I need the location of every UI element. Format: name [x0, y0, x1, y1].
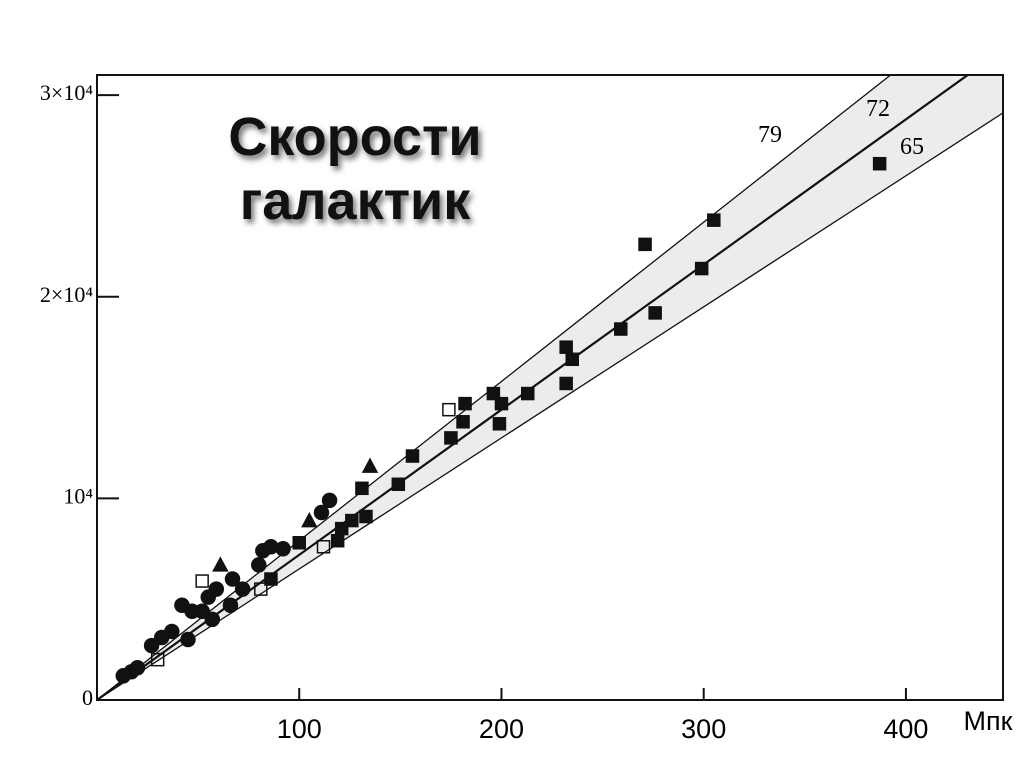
x-axis-label: Мпк	[964, 706, 1013, 736]
data-point	[224, 571, 241, 587]
data-point	[321, 492, 338, 509]
data-point	[330, 533, 345, 548]
data-point	[565, 352, 579, 367]
data-point	[521, 386, 535, 401]
y-tick-label: 10⁴	[63, 483, 93, 508]
data-point	[255, 543, 271, 559]
x-tick-label: 300	[681, 714, 726, 744]
data-point	[444, 431, 458, 445]
data-point	[234, 581, 251, 597]
data-point	[275, 541, 291, 557]
data-point	[694, 261, 709, 276]
data-point	[212, 556, 229, 572]
hubble-line-label: 72	[866, 96, 890, 122]
data-point	[150, 652, 165, 667]
hubble-line-label: 79	[758, 122, 782, 148]
data-point	[391, 477, 406, 492]
chart-title: Скорости галактик	[228, 107, 482, 231]
data-point	[301, 511, 318, 528]
data-point	[456, 415, 470, 429]
y-tick-label: 3×10⁴	[40, 80, 93, 105]
data-point	[614, 322, 628, 336]
data-point	[251, 557, 267, 573]
data-point	[559, 340, 573, 354]
data-point	[313, 504, 330, 521]
y-tick-label: 2×10⁴	[40, 282, 93, 307]
data-point	[458, 396, 472, 411]
data-point	[200, 589, 216, 605]
plot-area	[97, 75, 1003, 700]
x-tick-label: 400	[883, 714, 928, 744]
data-point	[254, 582, 268, 596]
data-point	[492, 417, 507, 431]
data-point	[153, 629, 170, 646]
data-point	[292, 535, 306, 550]
data-point	[361, 457, 379, 473]
data-point	[359, 509, 373, 524]
data-point	[115, 668, 132, 684]
data-point	[204, 611, 221, 628]
data-point	[648, 306, 662, 320]
data-point	[316, 540, 331, 554]
x-tick-label: 100	[277, 714, 322, 744]
data-point	[638, 237, 652, 252]
data-point	[707, 213, 721, 227]
data-point	[264, 572, 278, 586]
hubble-line	[97, 112, 1003, 700]
data-point	[494, 396, 509, 411]
hubble-line	[97, 75, 892, 700]
data-point	[559, 376, 573, 391]
data-point	[486, 386, 501, 401]
data-point	[184, 603, 200, 620]
data-point	[129, 659, 146, 676]
data-point	[405, 449, 420, 463]
x-tick-label: 200	[479, 714, 524, 744]
data-point	[334, 521, 349, 536]
data-point	[143, 637, 160, 654]
data-point	[872, 156, 887, 171]
hubble-band	[97, 75, 1003, 700]
data-point	[442, 402, 456, 417]
hubble-line-label: 65	[900, 134, 924, 160]
data-point	[345, 513, 359, 528]
data-point	[180, 631, 196, 648]
data-point	[222, 597, 239, 613]
data-point	[195, 574, 209, 588]
plot-frame	[96, 74, 1004, 701]
data-point	[355, 481, 369, 496]
y-tick-label: 0	[82, 685, 93, 710]
